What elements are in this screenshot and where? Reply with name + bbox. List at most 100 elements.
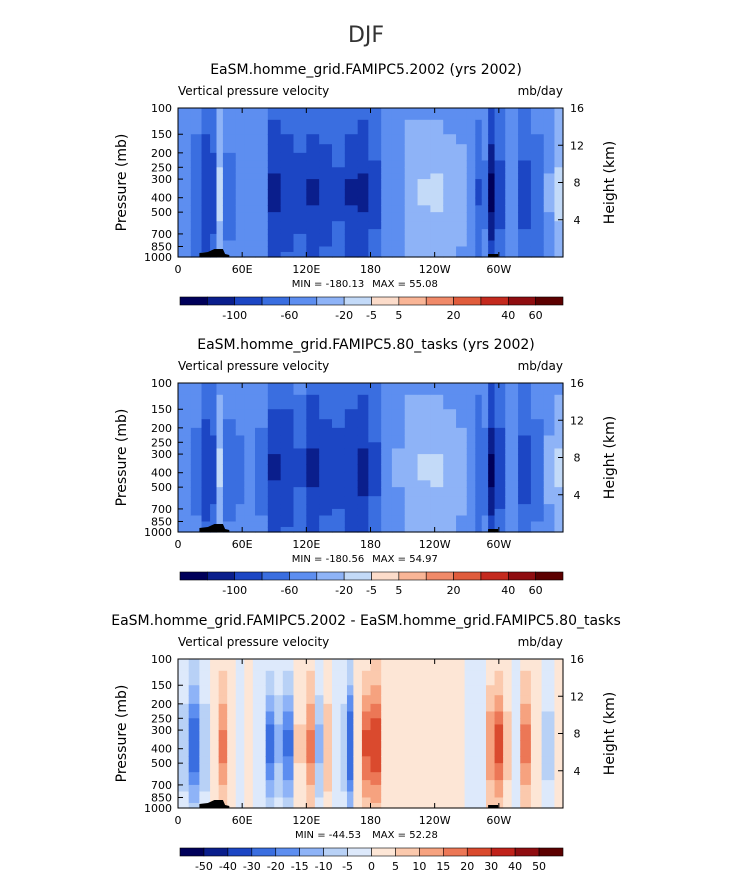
heatmap-cell [282, 730, 295, 741]
heatmap-cell [417, 435, 431, 443]
heatmap-cell [466, 167, 476, 175]
topography-mask [199, 800, 230, 808]
heatmap-cell [438, 695, 453, 705]
heatmap-cell [423, 670, 440, 686]
heatmap-cell [494, 685, 504, 696]
heatmap-cell [227, 797, 237, 804]
heatmap-cell [456, 240, 468, 248]
heatmap-cell [430, 197, 444, 206]
heatmap-cell [190, 435, 203, 443]
heatmap-cell [430, 454, 444, 465]
heatmap-cell [494, 383, 506, 396]
heatmap-cell [306, 173, 320, 180]
heatmap-cell [190, 167, 203, 175]
heatmap-cell [178, 670, 190, 686]
heatmap-cell [178, 711, 190, 719]
heatmap-cell [518, 189, 532, 199]
heatmap-cell [518, 526, 532, 533]
heatmap-cell [346, 780, 354, 786]
x-tick-label: 180 [360, 814, 381, 827]
colorbar-swatch [323, 847, 348, 857]
heatmap-cell [280, 464, 295, 474]
heatmap-cell [488, 134, 496, 145]
heatmap-cell [511, 797, 521, 804]
heatmap-cell [391, 160, 406, 168]
heatmap-cell [511, 724, 521, 731]
heatmap-cell [267, 496, 282, 505]
heatmap-cell [361, 772, 372, 781]
heatmap-cell [456, 394, 468, 410]
heatmap-cell [486, 711, 496, 719]
heatmap-cell [417, 167, 431, 175]
heatmap-cell [293, 718, 307, 726]
heatmap-cell [481, 212, 489, 222]
colorbar-label: 0 [368, 860, 375, 873]
heatmap-cell [494, 205, 506, 213]
heatmap-cell [530, 780, 543, 786]
y-tick-label: 100 [151, 102, 172, 115]
heatmap-cell [486, 670, 496, 686]
heatmap-cell [494, 212, 506, 222]
heatmap-cell [494, 464, 506, 474]
heatmap-cell [443, 454, 457, 465]
heatmap-cell [293, 134, 307, 145]
heatmap-cell [210, 756, 220, 764]
heatmap-cell [481, 229, 489, 235]
heatmap-cell [293, 119, 307, 135]
heatmap-cell [293, 221, 307, 230]
heatmap-cell [210, 383, 218, 396]
heatmap-cell [265, 730, 275, 741]
heatmap-cell [188, 791, 200, 799]
heatmap-cell [554, 508, 564, 517]
heatmap-cell [244, 229, 256, 235]
units-label: mb/day [518, 359, 563, 373]
heatmap-cell [280, 251, 295, 258]
heatmap-cell [222, 119, 237, 135]
heatmap-cell [475, 480, 483, 488]
heatmap-cell [280, 521, 295, 528]
heatmap-cell [306, 448, 320, 455]
heatmap-cell [178, 108, 192, 121]
heatmap-cell [252, 740, 267, 750]
heatmap-cell [222, 464, 237, 474]
heatmap-cell [404, 472, 419, 481]
heatmap-cell [409, 748, 425, 757]
heatmap-cell [332, 740, 342, 750]
heatmap-cell [201, 472, 211, 481]
heatmap-cell [293, 160, 307, 168]
heatmap-cell [332, 442, 346, 450]
heatmap-cell [554, 780, 564, 786]
heatmap-cell [235, 756, 245, 764]
heatmap-cell [188, 670, 200, 686]
heatmap-cell [456, 427, 468, 437]
heatmap-cell [520, 797, 532, 804]
heatmap-cell [332, 515, 346, 523]
heatmap-cell [306, 797, 316, 804]
heatmap-cell [319, 487, 333, 497]
heatmap-cell [332, 173, 346, 180]
heatmap-cell [518, 383, 532, 396]
heatmap-cell [530, 409, 545, 420]
heatmap-cell [438, 772, 453, 781]
heatmap-cell [267, 189, 282, 199]
heatmap-cell [481, 480, 489, 488]
heatmap-cell [323, 802, 333, 809]
heatmap-cell [267, 508, 282, 517]
heatmap-cell [361, 695, 372, 705]
heatmap-cell [409, 802, 425, 809]
heatmap-cell [280, 508, 295, 517]
heatmap-cell [391, 229, 406, 235]
heatmap-cell [216, 233, 224, 242]
heatmap-cell [235, 480, 245, 488]
heatmap-cell [190, 508, 203, 517]
heatmap-cell [344, 454, 359, 465]
colorbar-swatch [507, 571, 536, 581]
heatmap-cell [409, 685, 425, 696]
heatmap-cell [530, 383, 545, 396]
heatmap-cell [306, 160, 320, 168]
heatmap-cell [280, 119, 295, 135]
heatmap-cell [244, 784, 254, 793]
heatmap-cell [368, 383, 382, 396]
heatmap-cell [280, 419, 295, 429]
heatmap-cell [464, 695, 476, 705]
